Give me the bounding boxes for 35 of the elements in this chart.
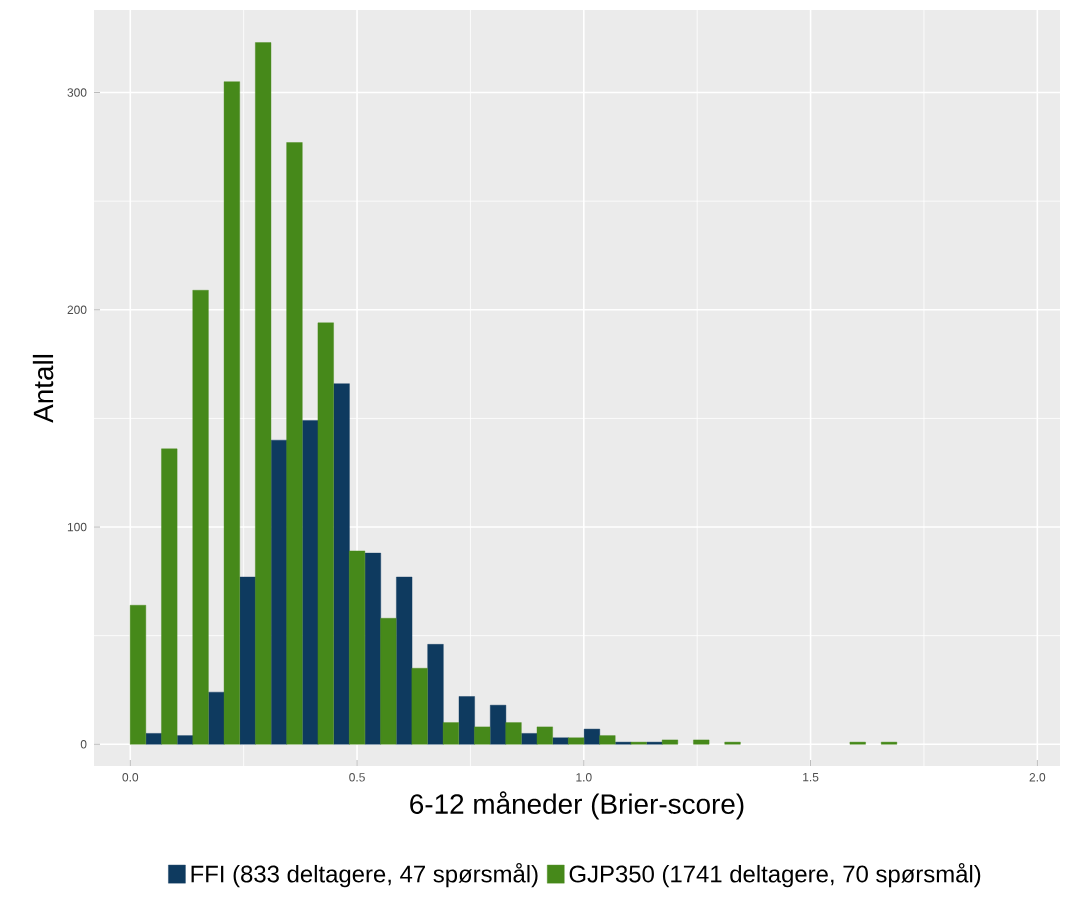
bar xyxy=(661,739,678,745)
bar xyxy=(255,42,272,745)
bar xyxy=(192,290,209,745)
bar xyxy=(380,618,397,745)
bar xyxy=(396,576,413,745)
bar xyxy=(552,737,569,745)
bar xyxy=(490,704,507,745)
bar xyxy=(505,722,522,745)
legend-label: GJP350 (1741 deltagere, 70 spørsmål) xyxy=(569,862,981,888)
legend-label: FFI (833 deltagere, 47 spørsmål) xyxy=(191,862,538,888)
bar xyxy=(474,726,491,745)
bar xyxy=(583,728,600,745)
bar xyxy=(693,739,710,745)
bar xyxy=(208,691,225,745)
bar xyxy=(364,552,381,745)
bar xyxy=(286,142,303,745)
bar xyxy=(129,605,147,745)
bar xyxy=(349,550,366,745)
bar xyxy=(333,383,350,745)
bar xyxy=(568,737,585,745)
x-axis-title: 6-12 måneder (Brier-score) xyxy=(410,791,744,820)
bar xyxy=(145,733,162,745)
bar xyxy=(161,448,178,745)
y-axis-title: Antall xyxy=(32,354,54,423)
bar xyxy=(177,735,194,745)
bar xyxy=(239,576,256,745)
bar xyxy=(599,735,616,745)
bar xyxy=(427,644,444,745)
bar xyxy=(411,668,428,745)
bar xyxy=(521,733,538,745)
bar xyxy=(317,322,334,745)
bar xyxy=(223,81,240,745)
bar xyxy=(536,726,553,745)
bar xyxy=(442,722,459,745)
bar xyxy=(458,696,475,745)
